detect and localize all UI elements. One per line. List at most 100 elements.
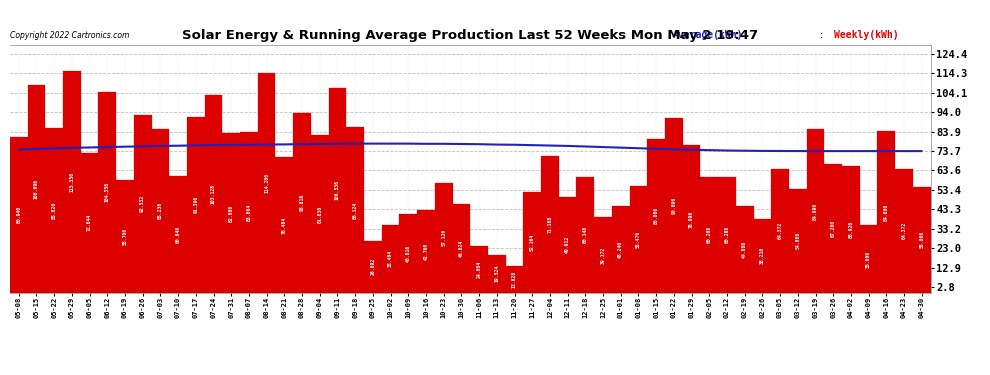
Text: 85.236: 85.236 [157,202,163,219]
Text: 39.172: 39.172 [601,246,606,264]
Bar [542,156,558,292]
Bar [81,153,98,292]
Text: 106.536: 106.536 [335,180,340,200]
Text: 108.096: 108.096 [34,179,39,199]
Bar [612,206,630,292]
Bar [151,129,169,292]
Text: 38.210: 38.210 [760,247,765,264]
Text: Average(kWh): Average(kWh) [673,30,743,40]
Bar [275,157,293,292]
Bar [771,169,789,292]
Bar [683,146,700,292]
Bar [665,118,683,292]
Bar [700,177,718,292]
Text: 115.356: 115.356 [69,172,74,192]
Bar [329,88,346,292]
Text: 35.404: 35.404 [388,250,393,267]
Bar [240,132,257,292]
Bar [859,225,877,292]
Bar [223,134,241,292]
Text: 65.920: 65.920 [848,220,853,238]
Bar [913,187,931,292]
Text: 58.708: 58.708 [123,228,128,245]
Text: 42.760: 42.760 [424,243,429,260]
Text: 60.148: 60.148 [583,226,588,243]
Bar [28,85,46,292]
Title: Solar Energy & Running Average Production Last 52 Weeks Mon May 2 19:47: Solar Energy & Running Average Productio… [182,30,758,42]
Text: 55.080: 55.080 [920,231,925,248]
Bar [807,129,825,292]
Text: 84.000: 84.000 [884,203,889,220]
Text: 60.840: 60.840 [175,225,180,243]
Text: 49.912: 49.912 [565,236,570,253]
Text: 40.816: 40.816 [406,245,411,262]
Text: 64.372: 64.372 [777,222,783,239]
Text: 76.696: 76.696 [689,210,694,228]
Text: 67.200: 67.200 [831,219,836,237]
Bar [506,266,524,292]
Text: 45.240: 45.240 [618,240,624,258]
Text: 19.524: 19.524 [494,265,499,282]
Text: 70.464: 70.464 [282,216,287,234]
Text: 84.996: 84.996 [813,202,818,220]
Bar [293,112,311,292]
Bar [877,131,895,292]
Text: 60.288: 60.288 [725,226,730,243]
Text: Weekly(kWh): Weekly(kWh) [834,30,899,40]
Bar [825,164,842,292]
Bar [470,246,488,292]
Bar [435,183,452,292]
Bar [895,169,913,292]
Bar [576,177,594,292]
Text: 24.084: 24.084 [476,261,481,278]
Bar [789,189,807,292]
Bar [647,139,665,292]
Text: 13.828: 13.828 [512,271,517,288]
Bar [311,135,329,292]
Text: 35.000: 35.000 [866,250,871,267]
Bar [630,186,647,292]
Text: :: : [820,30,827,40]
Text: 86.124: 86.124 [352,201,357,219]
Text: 64.372: 64.372 [902,222,907,239]
Bar [524,192,542,292]
Text: 44.868: 44.868 [742,241,747,258]
Bar [10,137,28,292]
Bar [399,214,417,292]
Bar [718,177,736,292]
Bar [452,204,470,292]
Bar [257,73,275,292]
Bar [98,92,116,292]
Text: 91.396: 91.396 [193,196,198,213]
Bar [417,210,435,292]
Bar [187,117,205,292]
Bar [488,255,506,292]
Text: 82.880: 82.880 [229,204,234,222]
Text: 71.188: 71.188 [547,216,552,233]
Text: 83.864: 83.864 [247,203,251,220]
Bar [169,176,187,292]
Text: 80.006: 80.006 [653,207,658,224]
Bar [364,241,382,292]
Text: Copyright 2022 Cartronics.com: Copyright 2022 Cartronics.com [10,31,130,40]
Text: 54.080: 54.080 [795,232,800,249]
Text: 93.816: 93.816 [300,194,305,211]
Bar [382,225,399,292]
Text: 104.356: 104.356 [105,182,110,203]
Text: 103.128: 103.128 [211,183,216,204]
Text: 90.896: 90.896 [671,196,676,214]
Bar [753,219,771,292]
Text: 85.820: 85.820 [51,201,56,219]
Text: 92.532: 92.532 [141,195,146,212]
Bar [63,71,81,292]
Bar [116,180,134,292]
Text: 55.476: 55.476 [636,231,641,248]
Bar [594,217,612,292]
Bar [205,94,223,292]
Text: 60.288: 60.288 [707,226,712,243]
Bar [346,127,364,292]
Bar [558,197,576,292]
Bar [46,128,63,292]
Text: 46.024: 46.024 [459,240,464,257]
Bar [736,206,753,292]
